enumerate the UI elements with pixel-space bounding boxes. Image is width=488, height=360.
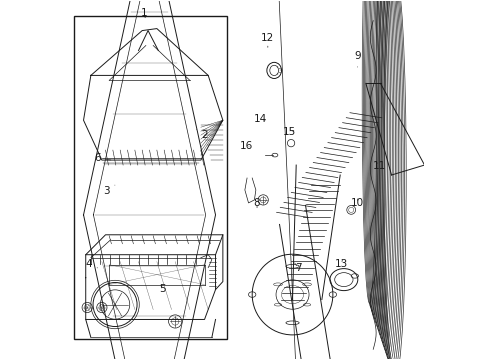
Text: 5: 5 <box>159 284 165 294</box>
Text: 15: 15 <box>282 127 295 136</box>
Text: 14: 14 <box>253 114 267 124</box>
Text: 6: 6 <box>94 153 111 163</box>
Text: 13: 13 <box>334 259 347 269</box>
Text: 10: 10 <box>350 198 363 208</box>
Bar <box>74 15 226 339</box>
Text: 1: 1 <box>141 8 147 18</box>
Text: 16: 16 <box>239 141 252 151</box>
Text: 3: 3 <box>103 185 115 196</box>
Text: 12: 12 <box>261 33 274 47</box>
Text: 7: 7 <box>294 263 301 273</box>
Text: 11: 11 <box>371 161 385 171</box>
Text: 8: 8 <box>253 198 260 208</box>
Text: 9: 9 <box>353 51 360 67</box>
Text: 4: 4 <box>85 259 97 269</box>
Text: 2: 2 <box>196 130 208 140</box>
